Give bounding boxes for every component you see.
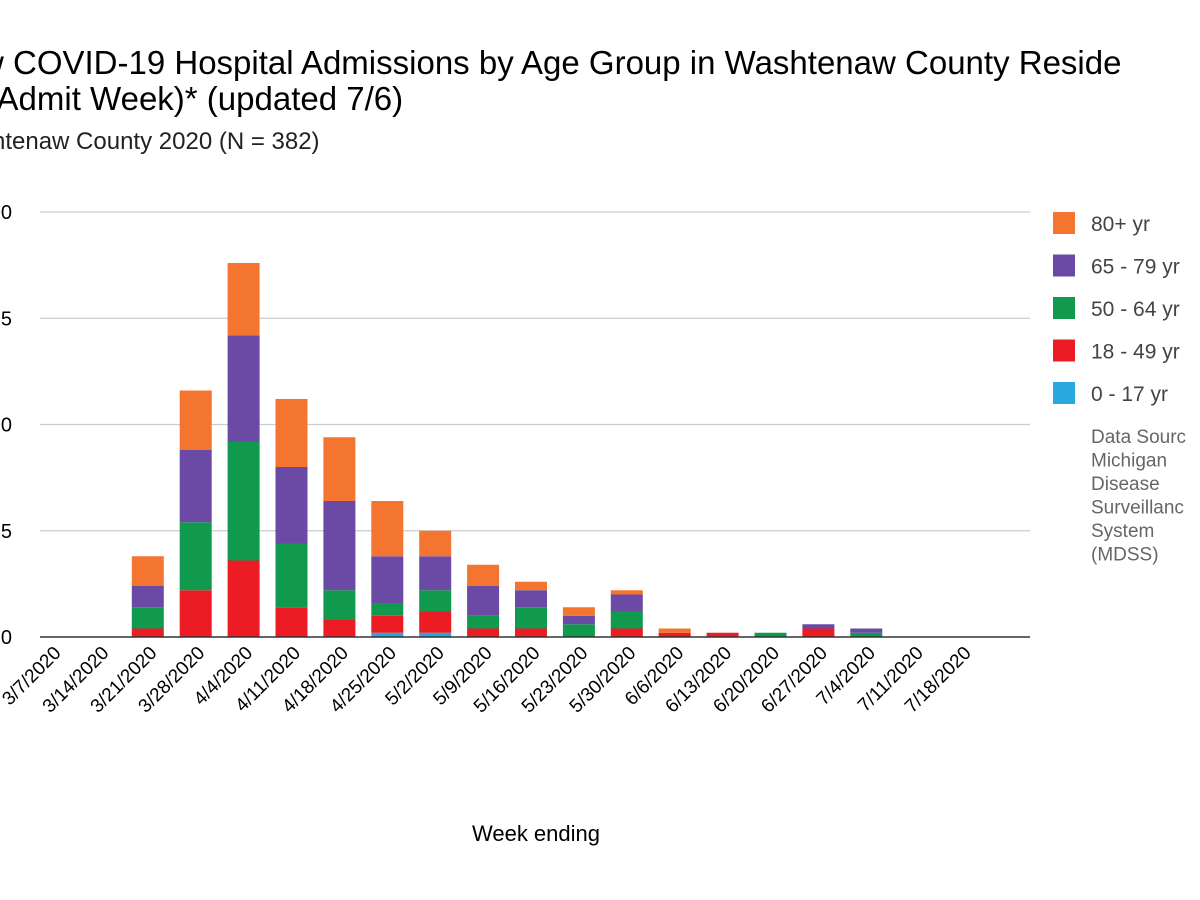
legend: 80+ yr 65 - 79 yr 50 - 64 yr 18 - 49 yr 0 - … [1053,212,1180,406]
legend-label: 18 - 49 yr [1091,341,1180,364]
bar-segment [467,564,500,586]
bar-segment [562,624,595,637]
bar-segment [227,441,260,561]
bar-segment [658,628,691,633]
bar-segment [323,620,356,637]
bar-segment [371,632,404,637]
bar-segment [131,628,164,637]
bar-segment [515,581,547,591]
bar-segment [515,628,547,637]
bar-segment [371,615,404,633]
bar-segment [323,501,356,591]
source-note-line: Surveillanc [1091,498,1184,519]
bar-segment [371,501,404,557]
bar-segment [419,632,452,637]
bar-segment [131,607,164,629]
bar-segment [275,467,308,544]
bar-segment [610,594,643,612]
bar-segment [658,632,691,637]
bar-segment [275,543,308,608]
bar-segment [131,556,164,586]
legend-label: 0 - 17 yr [1091,383,1168,406]
bars [131,263,883,637]
source-note-line: Data Sourc [1091,427,1186,448]
bar-segment [467,628,500,637]
legend-label: 65 - 79 yr [1091,256,1180,279]
legend-swatch [1053,254,1075,277]
y-tick-label: 75 [0,308,12,330]
source-note-line: (MDSS) [1091,545,1159,566]
y-tick-label: 50 [0,415,12,437]
chart-title-line-2: / Admit Week)* (updated 7/6) [0,80,404,117]
bar-segment [323,590,356,620]
x-axis-title: Week ending [472,821,600,846]
bar-segment [850,632,883,637]
source-note-line: Disease [1091,474,1160,495]
legend-label: 80+ yr [1091,213,1150,236]
bar-segment [227,335,260,442]
bar-segment [131,586,164,608]
bar-segment [371,556,404,603]
bar-segment [754,632,787,637]
bar-segment [515,607,547,629]
legend-swatch [1053,212,1075,234]
bar-segment [275,399,308,467]
bar-segment [179,450,212,523]
chart-title-line-1: w COVID-19 Hospital Admissions by Age Gr… [0,44,1122,81]
source-note-line: Michigan [1091,451,1167,472]
bar-segment [371,603,404,616]
x-axis-ticks: 3/7/20203/14/20203/21/20203/28/20204/4/2… [0,643,976,718]
bar-segment [610,611,643,629]
bar-segment [227,560,260,637]
bar-segment [275,607,308,637]
y-tick-label: 25 [0,521,12,543]
bar-segment [179,522,212,591]
bar-segment [802,628,835,637]
y-tick-label: 0 [1,627,12,649]
bar-segment [562,607,595,616]
bar-segment [610,590,643,595]
bar-segment [419,530,452,557]
bar-segment [515,590,547,608]
bar-segment [227,263,260,336]
legend-swatch [1053,297,1075,319]
bar-segment [323,437,356,501]
legend-swatch [1053,382,1075,404]
bar-segment [179,390,212,450]
bar-segment [419,590,452,612]
y-axis-ticks: 0 25 50 75 100 [0,202,12,649]
bar-segment [802,624,835,629]
bar-segment [179,590,212,637]
chart-subtitle: shtenaw County 2020 (N = 382) [0,128,320,155]
bar-segment [419,556,452,591]
bar-segment [467,586,500,616]
y-tick-label: 100 [0,202,12,224]
bar-segment [610,628,643,637]
bar-segment [706,632,739,637]
bar-segment [419,611,452,633]
legend-label: 50 - 64 yr [1091,298,1180,321]
source-note-line: System [1091,521,1154,542]
bar-segment [850,628,883,633]
bar-segment [467,615,500,629]
legend-swatch [1053,339,1075,362]
bar-segment [562,615,595,625]
